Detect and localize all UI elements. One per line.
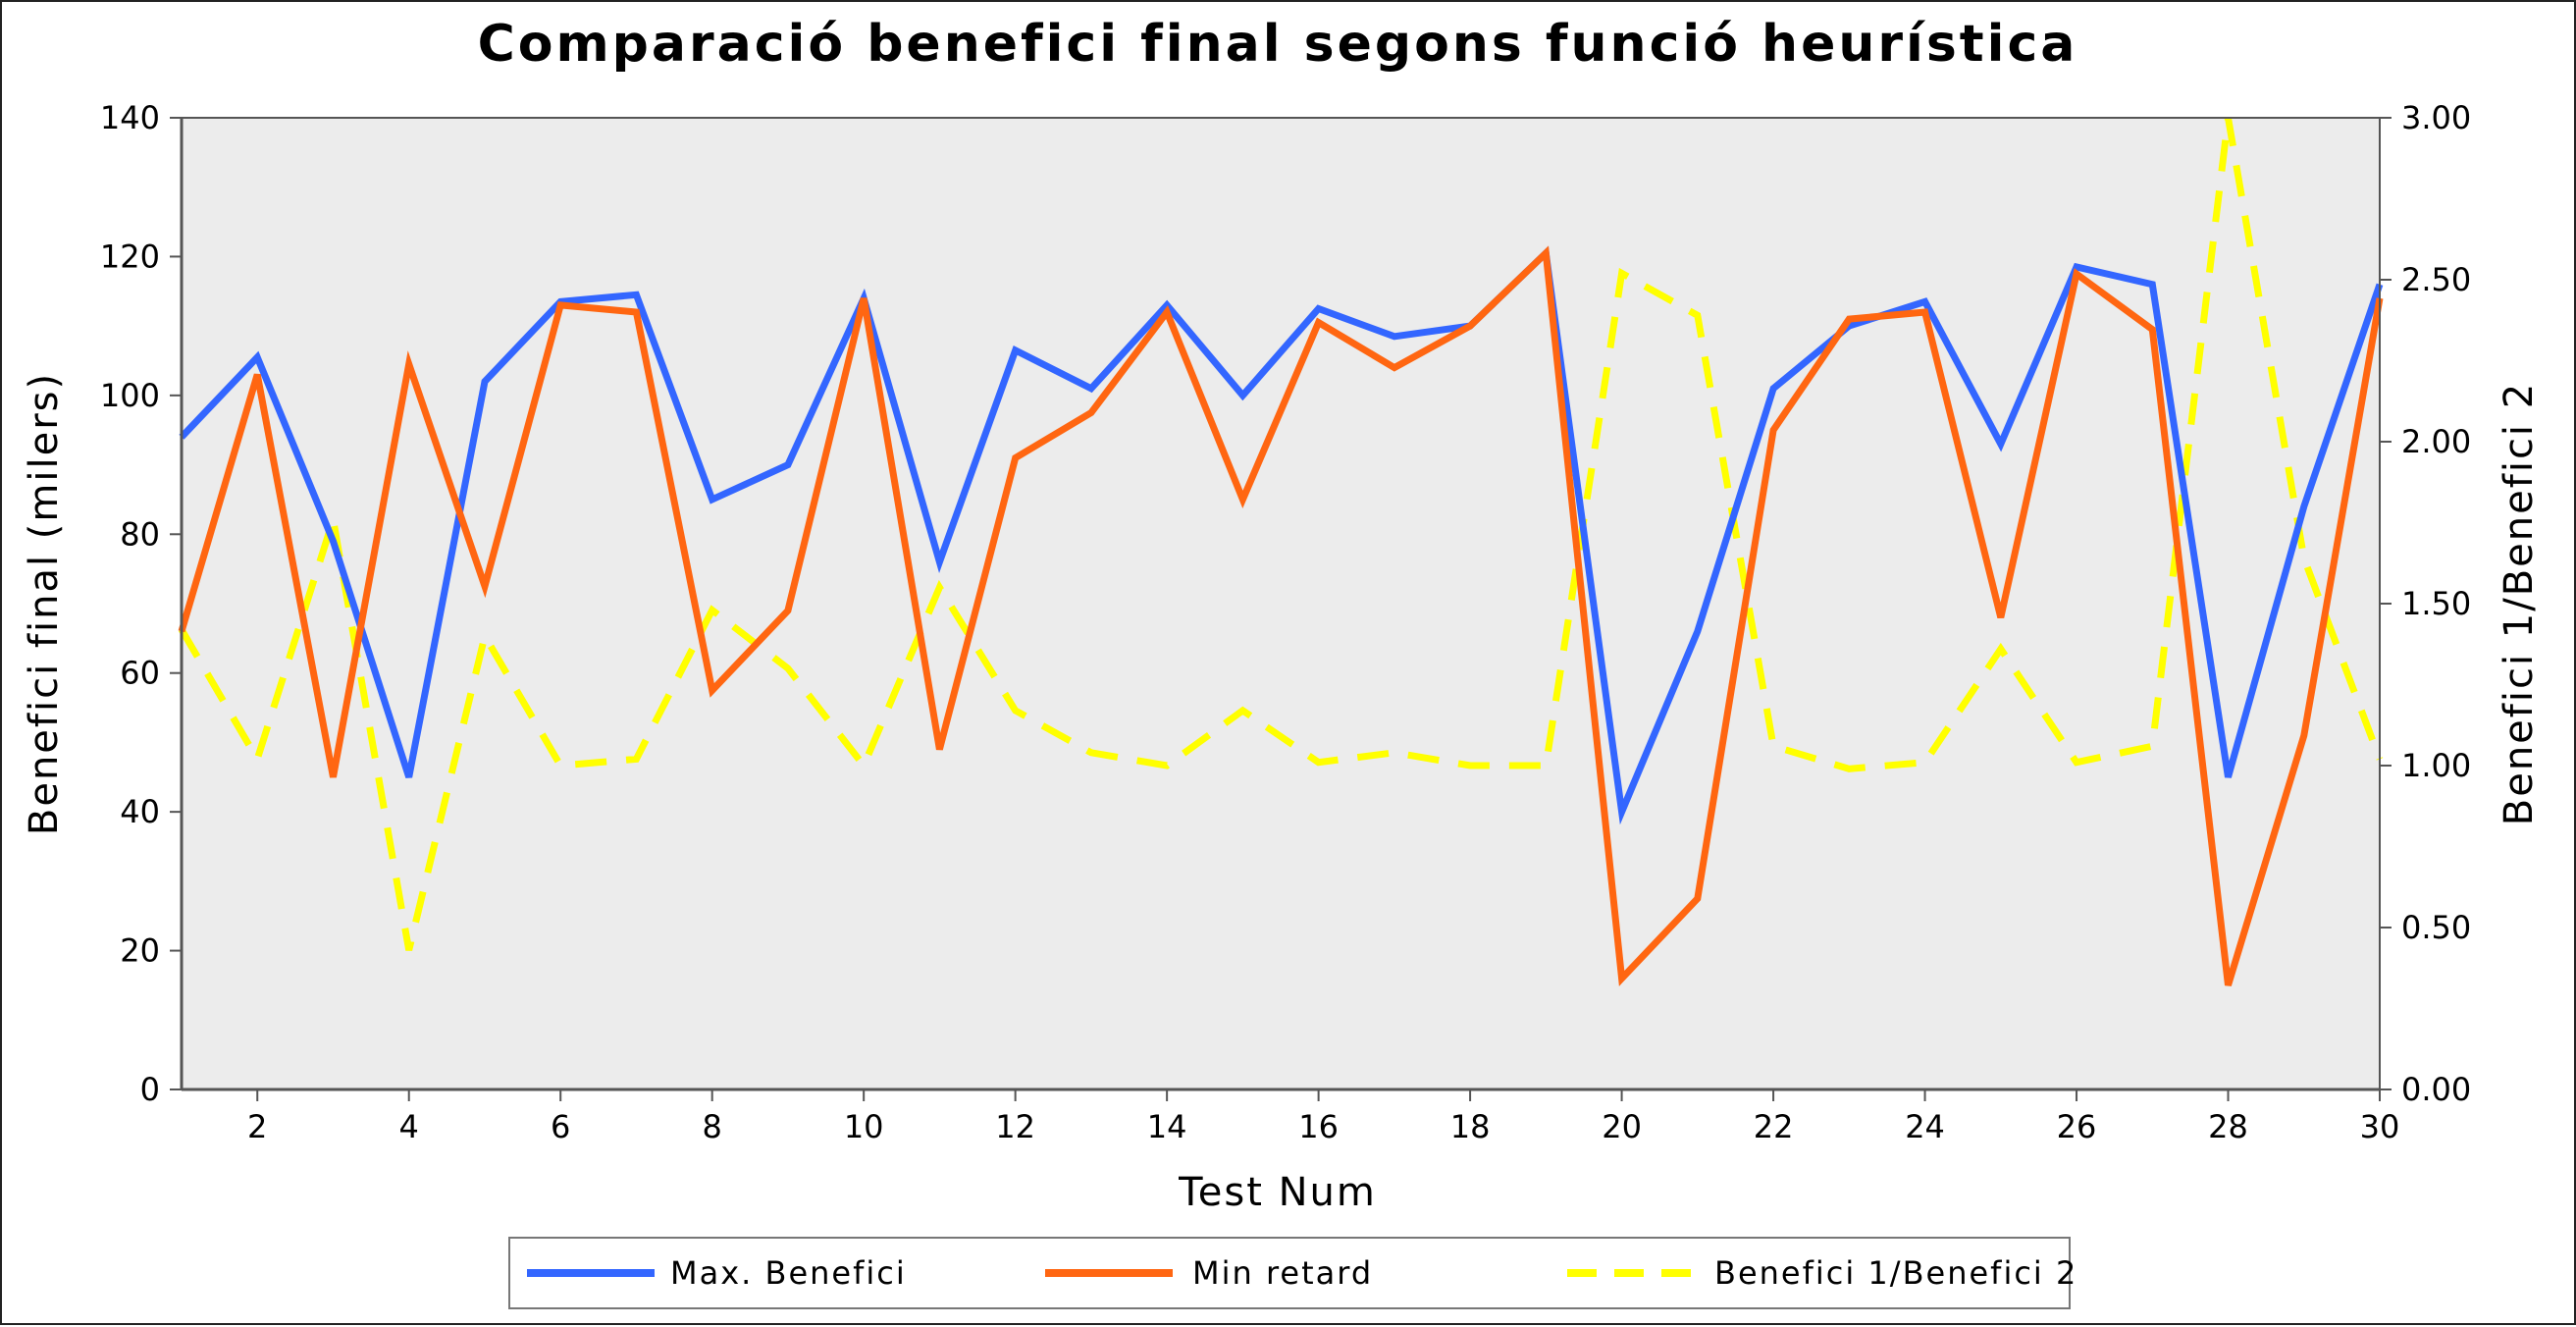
y-tick-label: 40 <box>120 793 160 830</box>
x-tick-label: 8 <box>703 1108 722 1145</box>
x-tick-label: 12 <box>995 1108 1035 1145</box>
y2-tick-label: 2.00 <box>2401 423 2471 460</box>
legend-label-max-benefici: Max. Benefici <box>670 1254 907 1292</box>
y-tick-label: 140 <box>100 99 160 136</box>
x-tick-label: 6 <box>551 1108 570 1145</box>
y-ticks: 0 20 40 60 80 100 120 140 <box>100 99 182 1108</box>
y-tick-label: 20 <box>120 932 160 970</box>
x-tick-label: 16 <box>1298 1108 1339 1145</box>
x-tick-label: 4 <box>399 1108 419 1145</box>
y-tick-label: 0 <box>140 1071 160 1108</box>
y-axis-title: Benefici final (milers) <box>22 372 67 835</box>
legend-box <box>508 1237 2071 1309</box>
x-tick-label: 20 <box>1602 1108 1642 1145</box>
y-tick-label: 60 <box>120 655 160 692</box>
y2-ticks: 0.00 0.50 1.00 1.50 2.00 2.50 3.00 <box>2380 99 2471 1108</box>
x-tick-label: 24 <box>1905 1108 1945 1145</box>
chart-title: Comparació benefici final segons funció … <box>478 15 2078 74</box>
x-ticks: 2 4 6 8 10 12 14 16 18 20 22 24 26 28 30 <box>247 1089 2399 1145</box>
legend-label-ratio: Benefici 1/Benefici 2 <box>1714 1254 2077 1292</box>
x-tick-label: 22 <box>1754 1108 1794 1145</box>
y2-tick-label: 2.50 <box>2401 261 2471 298</box>
y2-axis-title: Benefici 1/Benefici 2 <box>2497 382 2542 825</box>
y2-tick-label: 1.00 <box>2401 747 2471 784</box>
x-tick-label: 30 <box>2360 1108 2400 1145</box>
x-tick-label: 18 <box>1450 1108 1491 1145</box>
y-tick-label: 100 <box>100 377 160 414</box>
x-axis-title: Test Num <box>1178 1170 1377 1215</box>
legend: Max. Benefici Min retard Benefici 1/Bene… <box>508 1237 2077 1309</box>
x-tick-label: 2 <box>247 1108 267 1145</box>
series-line-min-retard <box>178 245 2384 986</box>
series-layer <box>178 117 2384 986</box>
series-line-benefici-1-benefici-2 <box>178 117 2384 951</box>
x-tick-label: 10 <box>844 1108 884 1145</box>
y2-tick-label: 0.50 <box>2401 909 2471 946</box>
x-tick-label: 26 <box>2057 1108 2097 1145</box>
y2-tick-label: 3.00 <box>2401 99 2471 136</box>
y-tick-label: 80 <box>120 515 160 553</box>
plot-area <box>182 118 2380 1089</box>
y2-tick-label: 0.00 <box>2401 1071 2471 1108</box>
series-line-max-benefici <box>179 245 2384 825</box>
x-tick-label: 14 <box>1147 1108 1187 1145</box>
y2-tick-label: 1.50 <box>2401 585 2471 622</box>
legend-label-min-retard: Min retard <box>1192 1254 1373 1292</box>
y-tick-label: 120 <box>100 238 160 275</box>
x-tick-label: 28 <box>2208 1108 2248 1145</box>
